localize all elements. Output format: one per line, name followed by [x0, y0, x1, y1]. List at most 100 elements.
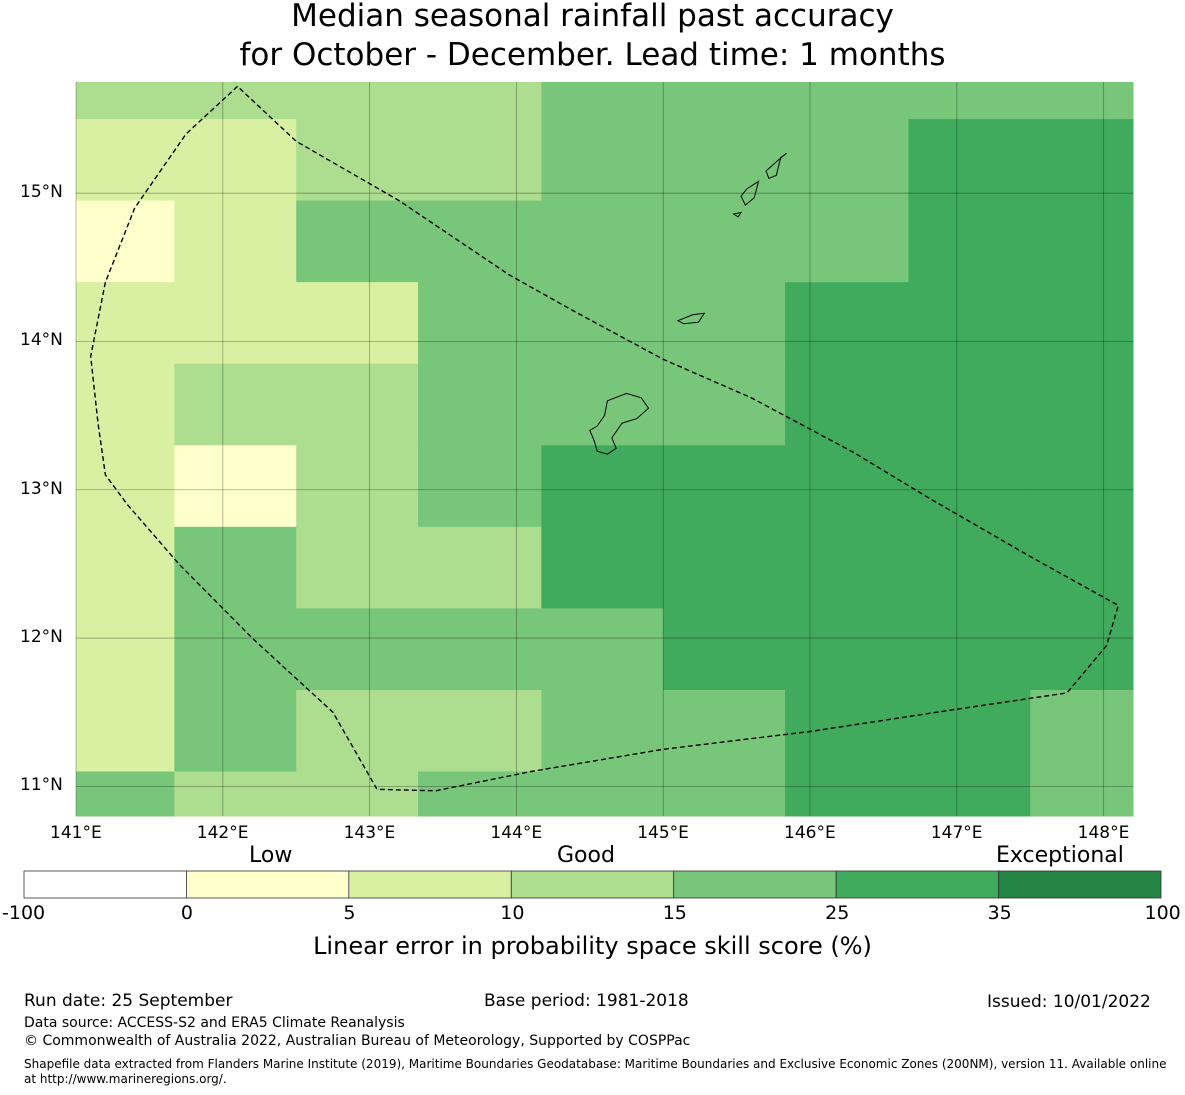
grid-cell — [663, 363, 786, 446]
island-rota-outline — [676, 312, 706, 325]
grid-cell — [541, 119, 664, 202]
grid-cell — [418, 363, 542, 446]
grid-cell — [1030, 200, 1134, 283]
grid-cell — [296, 282, 419, 365]
grid-cell — [174, 119, 297, 202]
grid-cell — [418, 82, 542, 120]
skill-grid — [76, 82, 1134, 817]
grid-cell — [76, 771, 175, 817]
colorbar-segment — [998, 870, 1162, 899]
grid-cell — [1030, 771, 1134, 817]
colorbar-label: Linear error in probability space skill … — [313, 932, 872, 960]
grid-cell — [785, 608, 909, 691]
graticule — [75, 82, 1133, 816]
grid-cell — [785, 771, 909, 817]
grid-cell — [296, 445, 419, 528]
grid-cell — [418, 119, 542, 202]
island-saipan-outline — [765, 152, 787, 180]
grid-cell — [908, 82, 1031, 120]
grid-cell — [785, 445, 909, 528]
grid-cell — [663, 608, 786, 691]
colorbar-tick-label: 5 — [343, 902, 356, 924]
grid-cell — [785, 363, 909, 446]
grid-cell — [663, 282, 786, 365]
grid-cell — [908, 608, 1031, 691]
latitude-tick-label: 15°N — [20, 182, 63, 203]
eez-boundary — [89, 85, 1120, 792]
copyright-notice: © Commonwealth of Australia 2022, Austra… — [24, 1033, 691, 1049]
grid-cell — [785, 282, 909, 365]
island-aguijan-outline — [732, 211, 743, 218]
grid-cell — [296, 363, 419, 446]
data-source: Data source: ACCESS-S2 and ERA5 Climate … — [24, 1015, 405, 1031]
grid-cell — [76, 282, 175, 365]
grid-cell — [541, 771, 664, 817]
grid-cell — [541, 445, 664, 528]
grid-cell — [76, 689, 175, 773]
grid-cell — [418, 608, 542, 691]
colorbar-tick-label: 35 — [987, 902, 1012, 924]
grid-cell — [1030, 82, 1134, 120]
grid-cell — [1030, 526, 1134, 609]
longitude-tick-label: 146°E — [784, 823, 836, 843]
legend-word-good: Good — [557, 843, 615, 868]
grid-cell — [296, 119, 419, 202]
map-title-line-1: Median seasonal rainfall past accuracy — [291, 0, 894, 34]
grid-cell — [76, 445, 175, 528]
grid-cell — [76, 82, 175, 120]
grid-cell — [663, 771, 786, 817]
longitude-tick-label: 143°E — [343, 823, 396, 843]
colorbar-tick-label: 25 — [825, 902, 850, 924]
grid-cell — [908, 200, 1031, 283]
grid-cell — [1030, 608, 1134, 691]
grid-cell — [1030, 363, 1134, 446]
longitude-tick-label: 142°E — [196, 823, 249, 843]
island-outlines — [589, 152, 787, 455]
grid-cell — [541, 282, 664, 365]
grid-cell — [908, 771, 1031, 817]
grid-cell — [296, 200, 419, 283]
grid-cell — [785, 689, 909, 773]
grid-cell — [174, 689, 297, 773]
grid-cell — [663, 119, 786, 202]
shapefile-note: Shapefile data extracted from Flanders M… — [24, 1057, 1167, 1086]
grid-cell — [908, 526, 1031, 609]
colorbar-segment — [673, 870, 837, 899]
latitude-tick-label: 11°N — [20, 775, 63, 796]
colorbar-segment — [835, 870, 999, 899]
colorbar-tick-label: -100 — [2, 902, 46, 924]
grid-cell — [296, 82, 419, 120]
grid-cell — [908, 445, 1031, 528]
legend-word-low: Low — [249, 843, 293, 868]
grid-cell — [908, 119, 1031, 202]
grid-cell — [296, 689, 419, 773]
grid-cell — [296, 526, 419, 609]
legend-word-exceptional: Exceptional — [996, 843, 1124, 868]
grid-cell — [1030, 445, 1134, 528]
map-panel — [75, 82, 1134, 817]
grid-cell — [785, 526, 909, 609]
grid-cell — [541, 689, 664, 773]
grid-cell — [296, 608, 419, 691]
grid-cell — [663, 82, 786, 120]
grid-cell — [76, 119, 175, 202]
longitude-tick-label: 147°E — [930, 823, 983, 843]
colorbar-segment — [510, 870, 675, 899]
colorbar — [23, 870, 1162, 899]
grid-cell — [1030, 282, 1134, 365]
grid-cell — [1030, 119, 1134, 202]
colorbar-segment — [23, 870, 187, 899]
grid-cell — [418, 771, 542, 817]
grid-cell — [663, 526, 786, 609]
grid-cell — [174, 282, 297, 365]
longitude-tick-label: 148°E — [1077, 823, 1130, 843]
grid-cell — [174, 771, 297, 817]
grid-cell — [76, 200, 175, 283]
base-period: Base period: 1981-2018 — [484, 991, 689, 1011]
island-tinian-outline — [740, 180, 760, 206]
grid-cell — [1030, 689, 1134, 773]
grid-cell — [418, 200, 542, 283]
colorbar-segment — [348, 870, 512, 899]
grid-cell — [418, 282, 542, 365]
grid-cell — [908, 689, 1031, 773]
